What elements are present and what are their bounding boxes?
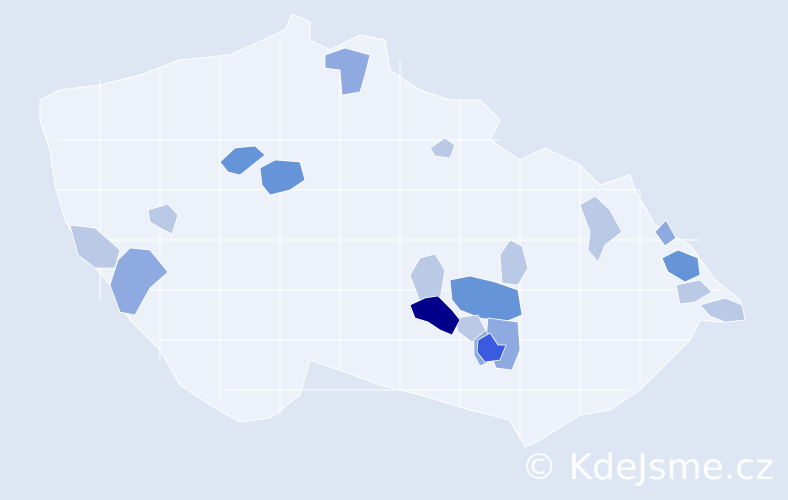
district-level-1[interactable] bbox=[699, 297, 746, 323]
district-level-2[interactable] bbox=[109, 247, 169, 316]
district-level-3[interactable] bbox=[219, 145, 266, 176]
district-level-1[interactable] bbox=[69, 224, 121, 269]
district-level-3[interactable] bbox=[259, 159, 306, 196]
district-level-1[interactable] bbox=[429, 137, 456, 159]
district-level-2[interactable] bbox=[654, 219, 677, 247]
district-level-1[interactable] bbox=[675, 279, 713, 305]
district-level-3[interactable] bbox=[449, 275, 523, 323]
district-level-3[interactable] bbox=[661, 249, 701, 283]
district-level-1[interactable] bbox=[147, 203, 179, 235]
district-level-2[interactable] bbox=[324, 47, 371, 96]
district-level-5[interactable] bbox=[409, 295, 461, 336]
country-outline bbox=[39, 13, 746, 448]
district-level-1[interactable] bbox=[579, 195, 623, 263]
highlighted-districts bbox=[69, 47, 746, 371]
district-level-1[interactable] bbox=[499, 239, 529, 286]
district-level-4[interactable] bbox=[476, 332, 507, 363]
watermark: © KdeJsme.cz bbox=[521, 447, 774, 488]
